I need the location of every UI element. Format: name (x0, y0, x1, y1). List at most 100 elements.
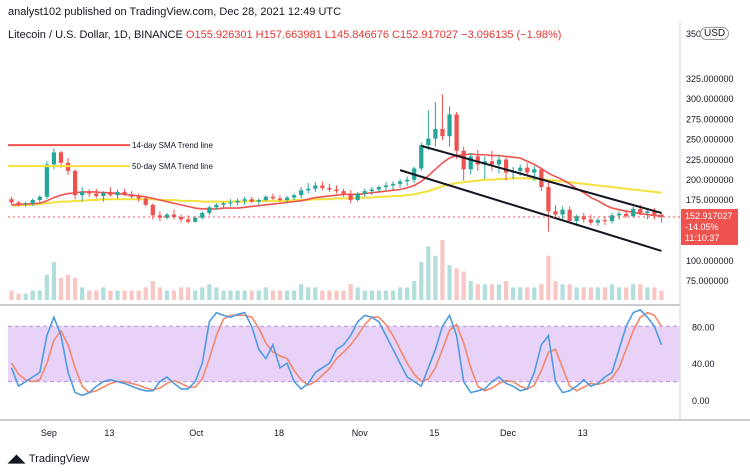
candle-body (186, 219, 191, 222)
sma50-line (11, 177, 662, 207)
volume-bar (574, 287, 579, 300)
candle-body (193, 217, 198, 222)
volume-bar (136, 290, 141, 300)
volume-bar (560, 284, 565, 300)
candle-body (334, 189, 339, 192)
volume-bar (624, 287, 629, 300)
currency-badge[interactable]: USD (700, 27, 730, 40)
volume-bar (553, 281, 558, 300)
candle-body (320, 185, 325, 188)
volume-bar (37, 290, 42, 300)
volume-bar (143, 287, 148, 300)
candle-body (23, 203, 28, 205)
candle-body (475, 156, 480, 165)
candle-body (440, 128, 445, 137)
candle-body (214, 204, 219, 208)
last-price-badge (681, 209, 738, 246)
volume-bar (510, 287, 516, 300)
candle-body (433, 128, 438, 139)
candle-body (362, 191, 367, 194)
volume-bar (256, 290, 261, 300)
volume-bar (482, 284, 487, 300)
volume-bar (532, 287, 537, 300)
sma14-annotation: 14-day SMA Trend line (132, 141, 213, 150)
volume-bar (108, 290, 113, 300)
volume-bar (178, 287, 184, 300)
candle-body (80, 191, 85, 196)
time-tick-label: Sep (41, 428, 57, 438)
candle-body (108, 192, 113, 196)
price-tick-label: 325.000000 (686, 74, 734, 84)
volume-bar (171, 290, 177, 300)
candle-body (221, 203, 226, 205)
candle-body (532, 169, 537, 173)
candle-body (256, 200, 261, 202)
candle-body (30, 200, 35, 204)
candle-body (299, 190, 304, 196)
time-tick-label: Oct (189, 428, 204, 438)
volume-bar (157, 287, 163, 300)
time-tick-label: 13 (578, 428, 588, 438)
volume-bar (638, 284, 643, 300)
candle-body (369, 189, 374, 192)
candle-body (489, 161, 495, 165)
volume-bar (355, 287, 360, 300)
volume-bar (235, 290, 240, 300)
volume-bar (518, 287, 523, 300)
volume-bar (433, 255, 438, 300)
volume-bar (341, 290, 346, 300)
volume-bar (602, 287, 608, 300)
candle-body (235, 200, 240, 203)
candle-body (87, 191, 92, 194)
volume-bar (9, 290, 14, 300)
volume-bar (30, 290, 35, 300)
volume-bar (16, 293, 21, 300)
candle-body (341, 191, 346, 195)
candle-body (284, 197, 290, 201)
volume-bar (362, 290, 367, 300)
candle-body (178, 216, 184, 220)
volume-bar (369, 290, 374, 300)
symbol-name[interactable]: Litecoin / U.S. Dollar, 1D, BINANCE (8, 29, 183, 41)
candle-body (390, 183, 396, 186)
candle-body (624, 213, 629, 217)
candle-body (419, 145, 424, 169)
volume-bar (609, 284, 615, 300)
volume-bar (122, 290, 127, 300)
candle-body (567, 209, 572, 222)
volume-bar (306, 287, 311, 300)
volume-bar (186, 287, 191, 300)
volume-bar (595, 287, 601, 300)
volume-bar (489, 284, 495, 300)
volume-bar (65, 274, 71, 300)
candle-body (122, 191, 127, 195)
candle-body (249, 199, 254, 202)
time-tick-label: 18 (274, 428, 284, 438)
volume-bar (412, 281, 417, 300)
price-tick-label: 200.000000 (686, 175, 734, 185)
osc-tick-label: 80.00 (692, 322, 715, 332)
candle-body (242, 199, 247, 201)
candle-body (503, 159, 509, 173)
candle-body (376, 187, 382, 190)
channel-upper-line (421, 144, 662, 214)
volume-bars (9, 240, 664, 300)
symbol-info: Litecoin / U.S. Dollar, 1D, BINANCE O155… (8, 29, 561, 41)
volume-bar (87, 290, 92, 300)
footer-brand: ◢◣ TradingView (8, 452, 89, 465)
candle-body (171, 214, 177, 217)
time-tick-label: 15 (429, 428, 439, 438)
candle-body (496, 159, 502, 165)
volume-bar (207, 284, 212, 300)
candle-body (546, 187, 551, 212)
volume-bar (23, 293, 28, 300)
candle-body (609, 215, 615, 222)
candle-body (16, 202, 21, 205)
volume-bar (263, 287, 268, 300)
volume-bar (496, 284, 502, 300)
candle-body (44, 164, 49, 197)
volume-bar (58, 277, 64, 300)
volume-bar (461, 271, 466, 300)
price-tick-label: 250.000000 (686, 135, 734, 145)
last-price-change: -14.05% (685, 222, 719, 232)
